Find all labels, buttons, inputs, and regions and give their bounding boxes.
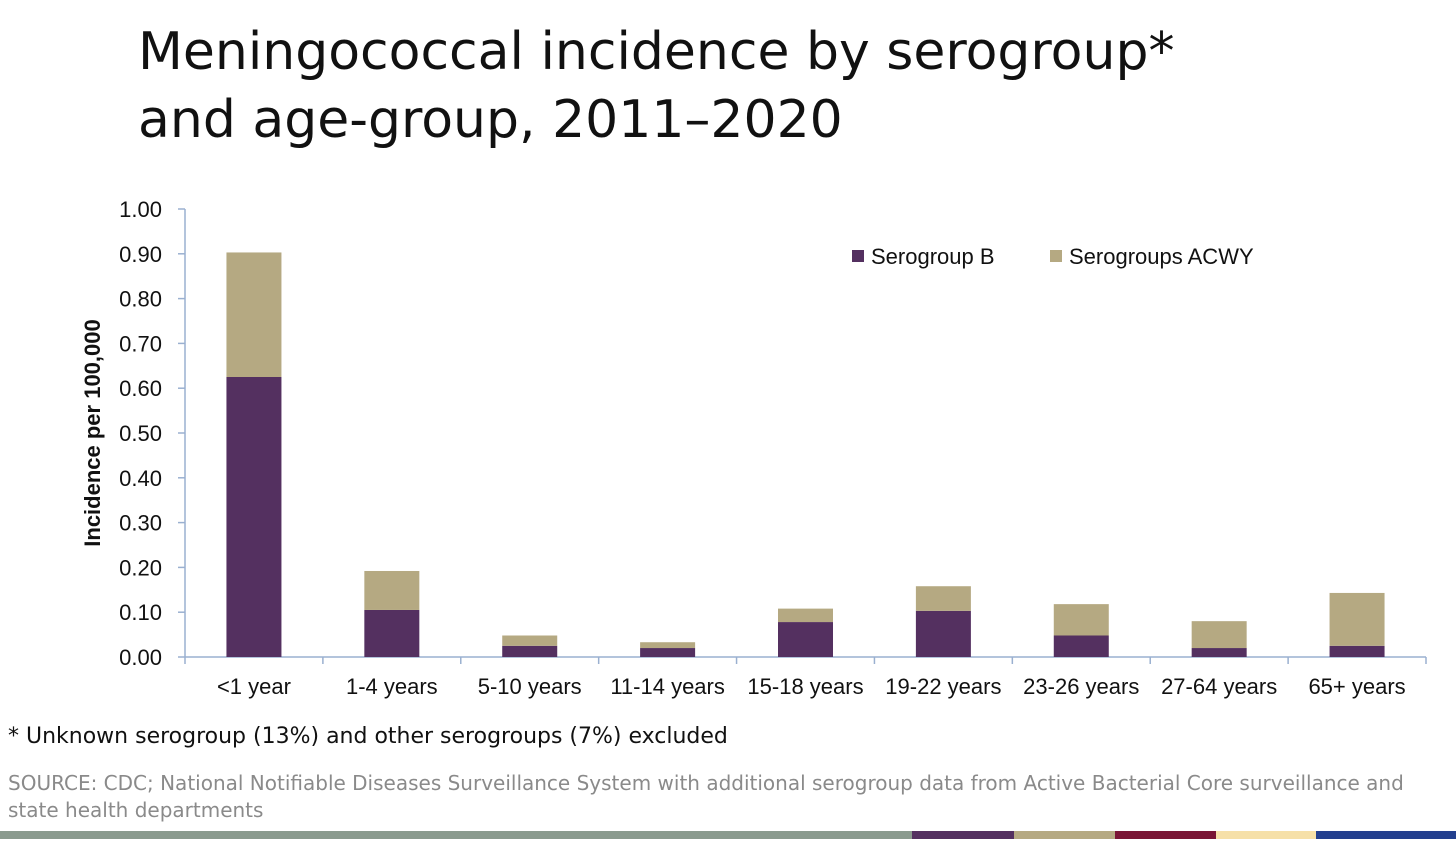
bar-serogroup-b (1053, 635, 1109, 657)
bottom-bar-segment-gray (0, 831, 912, 839)
y-tick-label: 0.10 (119, 600, 162, 625)
bar-serogroups-acwy (1329, 592, 1385, 646)
y-tick-label: 0.50 (119, 421, 162, 446)
title-line-1: Meningococcal incidence by serogroup* (138, 22, 1175, 82)
bar-serogroups-acwy (226, 252, 282, 377)
x-tick-label: 27-64 years (1161, 674, 1277, 699)
bar-serogroup-b (778, 622, 833, 657)
bar-serogroup-b (915, 610, 971, 657)
y-tick-label: 0.60 (119, 376, 162, 401)
title-line-2: and age-group, 2011–2020 (138, 90, 843, 150)
x-tick-label: 23-26 years (1023, 674, 1139, 699)
bar-serogroups-acwy (1053, 604, 1109, 636)
bottom-bar-segment-cream (1216, 831, 1316, 839)
footnote: * Unknown serogroup (13%) and other sero… (8, 724, 728, 749)
legend-serogroup-b-swatch (852, 250, 864, 262)
bar-serogroups-acwy (778, 608, 833, 623)
y-tick-label: 0.70 (119, 331, 162, 356)
bar-serogroups-acwy (915, 586, 971, 611)
bar-serogroups-acwy (364, 570, 420, 610)
bottom-bar-segment-blue (1316, 831, 1456, 839)
y-tick-label: 0.00 (119, 645, 162, 670)
bar-chart: 0.00 0.10 0.20 0.30 0.40 0.50 0.60 0.70 0.80 0.90… (80, 197, 1427, 699)
bar-serogroup-b (502, 645, 558, 657)
bar-serogroup-b (1191, 648, 1247, 657)
x-tick-label: 11-14 years (610, 674, 725, 699)
x-tick-label: 15-18 years (747, 674, 863, 699)
y-tick-label: 0.80 (119, 287, 162, 312)
bottom-color-bar (0, 831, 1456, 839)
bar-serogroup-b (1329, 645, 1385, 657)
bar-serogroup-b (226, 377, 282, 657)
bar-serogroups-acwy (640, 642, 696, 649)
bottom-bar-segment-purple (912, 831, 1014, 839)
source-note: SOURCE: CDC; National Notifiable Disease… (8, 771, 1404, 822)
x-tick-label: 19-22 years (885, 674, 1001, 699)
y-tick-label: 0.40 (119, 466, 162, 491)
y-tick-label: 0.90 (119, 242, 162, 267)
bar-serogroup-b (640, 648, 696, 657)
page-title: Meningococcal incidence by serogroup* an… (138, 18, 1338, 154)
bar-serogroup-b (364, 609, 420, 657)
bottom-bar-segment-maroon (1115, 831, 1216, 839)
bar-serogroups-acwy (1191, 621, 1247, 649)
x-tick-label: 5-10 years (478, 674, 582, 699)
bar-serogroups-acwy (502, 635, 558, 646)
y-tick-label: 0.20 (119, 555, 162, 580)
bottom-bar-segment-tan (1014, 831, 1115, 839)
x-tick-label: 65+ years (1308, 674, 1405, 699)
y-axis-label: Incidence per 100,000 (80, 319, 105, 546)
legend-serogroups-acwy-swatch (1050, 250, 1062, 262)
x-tick-label: 1-4 years (346, 674, 438, 699)
y-tick-label: 0.30 (119, 511, 162, 536)
legend-serogroups-acwy-label: Serogroups ACWY (1069, 244, 1254, 269)
y-tick-label: 1.00 (119, 197, 162, 222)
x-tick-label: <1 year (217, 674, 291, 699)
legend-serogroup-b-label: Serogroup B (871, 244, 995, 269)
